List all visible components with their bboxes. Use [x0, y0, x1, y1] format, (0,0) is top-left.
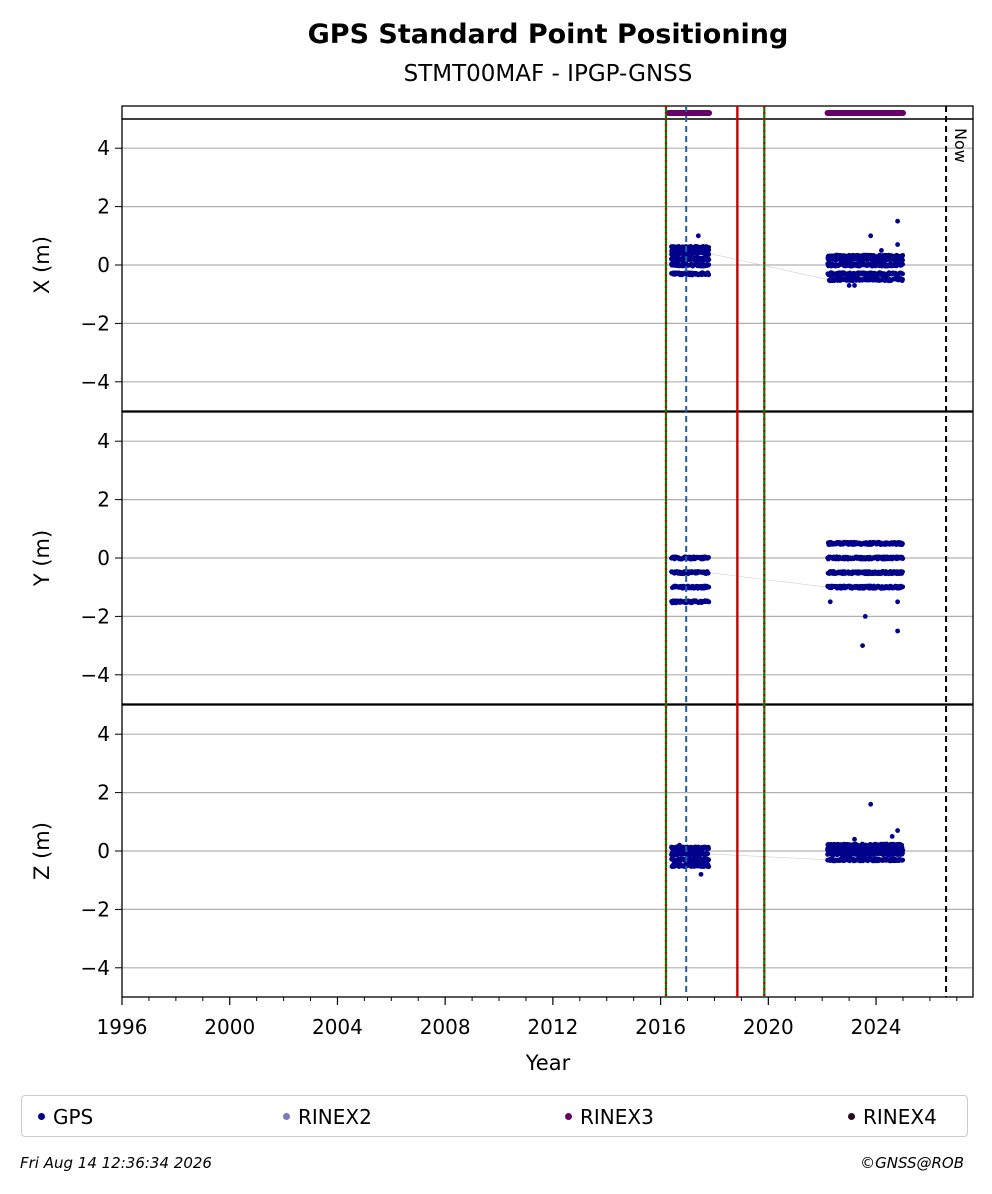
x-tick-label: 2020 [743, 1015, 794, 1039]
data-point [705, 570, 711, 576]
data-point [862, 614, 868, 619]
data-point [706, 257, 712, 263]
data-point [706, 244, 712, 250]
panel-x: −4 −2 0 2 4 X (m) [30, 118, 974, 412]
data-point [868, 801, 874, 807]
data-point [695, 233, 701, 239]
data-point [706, 864, 712, 870]
data-point [860, 643, 865, 648]
legend-label: GPS [53, 1105, 94, 1129]
footer-credit: ©GNSS@ROB [860, 1154, 964, 1172]
panel-frame [121, 704, 974, 998]
data-point [895, 828, 900, 833]
x-tick-label: 2024 [851, 1015, 902, 1039]
data-point [706, 857, 712, 863]
legend-item-rinex4: RINEX4 [848, 1105, 937, 1129]
footer-timestamp: Fri Aug 14 12:36:34 2026 [20, 1154, 212, 1172]
series-connector-line [709, 572, 828, 588]
y-axis-label: X (m) [30, 236, 54, 294]
data-point [706, 846, 712, 851]
legend-label: RINEX4 [863, 1105, 937, 1129]
gps-position-chart: GPS Standard Point Positioning STMT00MAF… [30, 19, 974, 1075]
plot-area: −4 −2 0 2 4 X (m) −4 −2 0 2 4 Y (m) −4 −2 0 2 4 Z (m) Now 1… [30, 105, 974, 1039]
data-point [900, 584, 906, 590]
y-tick-label: 0 [97, 546, 110, 570]
data-point [677, 842, 682, 848]
data-point [895, 242, 900, 247]
chart-title: GPS Standard Point Positioning [308, 19, 789, 50]
data-point [900, 276, 905, 282]
series-connector-line [709, 853, 828, 861]
data-point [698, 871, 704, 877]
x-tick-label: 2008 [420, 1015, 471, 1039]
panel-z: −4 −2 0 2 4 Z (m) [30, 704, 974, 998]
y-tick-label: 4 [97, 722, 110, 746]
chart-subtitle: STMT00MAF - IPGP-GNSS [404, 61, 693, 87]
panel-y: −4 −2 0 2 4 Y (m) [30, 411, 974, 705]
y-tick-label: 2 [97, 488, 110, 512]
data-point [852, 283, 857, 288]
data-point [706, 251, 712, 257]
data-point [889, 834, 895, 839]
data-point [900, 271, 905, 277]
x-tick-label: 2016 [635, 1015, 686, 1039]
y-tick-label: 2 [97, 195, 110, 219]
x-tick-label: 2000 [204, 1015, 255, 1039]
x-tick-label: 2012 [527, 1015, 578, 1039]
legend-marker-rinex3 [565, 1113, 572, 1120]
data-point [852, 836, 857, 842]
data-point [895, 599, 900, 605]
legend-item-gps: GPS [38, 1105, 93, 1129]
y-tick-label: −4 [81, 663, 110, 687]
y-axis-label: Y (m) [30, 530, 54, 587]
y-tick-label: 4 [97, 136, 110, 160]
data-point [900, 261, 906, 267]
data-point [879, 248, 884, 253]
data-point [706, 555, 712, 560]
data-point [706, 599, 712, 605]
availability-strip-frame [121, 105, 974, 120]
data-point [706, 584, 712, 590]
data-point [900, 569, 905, 575]
data-point [868, 233, 874, 239]
x-axis-label: Year [525, 1051, 571, 1075]
legend-label: RINEX3 [580, 1105, 654, 1129]
legend: GPS RINEX2 RINEX3 RINEX4 [21, 1095, 968, 1137]
legend-marker-gps [38, 1113, 45, 1120]
y-tick-label: −2 [81, 604, 110, 628]
y-tick-label: −4 [81, 956, 110, 980]
data-point [900, 556, 906, 562]
legend-marker-rinex2 [283, 1113, 290, 1120]
data-point [899, 842, 905, 848]
y-tick-label: 0 [97, 253, 110, 277]
data-point [705, 851, 711, 857]
data-point [900, 252, 906, 258]
data-point [900, 541, 905, 547]
data-point [900, 857, 906, 863]
legend-marker-rinex4 [848, 1113, 855, 1120]
legend-item-rinex3: RINEX3 [565, 1105, 654, 1129]
y-axis-label: Z (m) [30, 822, 54, 880]
y-tick-label: 4 [97, 429, 110, 453]
data-point [895, 218, 900, 224]
y-tick-label: −2 [81, 897, 110, 921]
data-point [895, 628, 900, 634]
panel-frame [121, 411, 974, 705]
data-point [846, 283, 852, 288]
data-point [827, 599, 833, 605]
y-tick-label: −4 [81, 370, 110, 394]
now-label: Now [951, 128, 970, 163]
legend-label: RINEX2 [298, 1105, 372, 1129]
data-point [706, 262, 712, 268]
legend-item-rinex2: RINEX2 [283, 1105, 372, 1129]
data-point [706, 272, 712, 278]
y-tick-label: −2 [81, 311, 110, 335]
y-tick-label: 0 [97, 839, 110, 863]
y-tick-label: 2 [97, 781, 110, 805]
x-tick-label: 1996 [97, 1015, 148, 1039]
x-tick-label: 2004 [312, 1015, 363, 1039]
series-connector-line [709, 253, 828, 280]
